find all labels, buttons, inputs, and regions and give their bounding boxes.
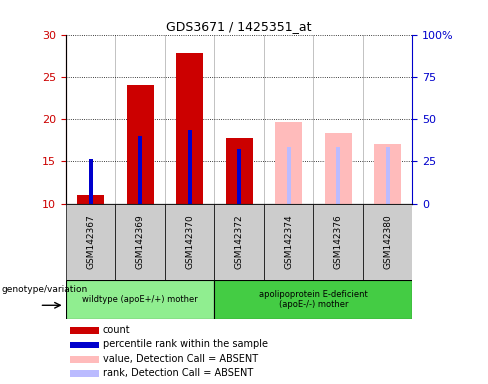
Bar <box>214 280 412 319</box>
Text: GSM142369: GSM142369 <box>136 215 144 269</box>
Bar <box>165 204 214 280</box>
Text: rank, Detection Call = ABSENT: rank, Detection Call = ABSENT <box>103 368 253 378</box>
Bar <box>126 85 154 204</box>
Bar <box>363 204 412 280</box>
Text: genotype/variation: genotype/variation <box>1 285 87 295</box>
Bar <box>66 204 115 280</box>
Bar <box>313 204 363 280</box>
Text: wildtype (apoE+/+) mother: wildtype (apoE+/+) mother <box>82 295 198 304</box>
Bar <box>115 204 165 280</box>
Bar <box>188 130 192 204</box>
Text: value, Detection Call = ABSENT: value, Detection Call = ABSENT <box>103 354 258 364</box>
Bar <box>225 139 253 204</box>
Text: GSM142372: GSM142372 <box>235 215 244 269</box>
Bar <box>214 204 264 280</box>
Text: apolipoprotein E-deficient
(apoE-/-) mother: apolipoprotein E-deficient (apoE-/-) mot… <box>259 290 368 309</box>
Bar <box>275 122 302 204</box>
Bar <box>264 204 313 280</box>
Bar <box>70 370 100 377</box>
Bar <box>237 149 241 204</box>
Bar <box>77 195 104 204</box>
Bar <box>89 159 93 204</box>
Bar <box>70 327 100 334</box>
Bar <box>386 147 389 204</box>
Text: GSM142380: GSM142380 <box>383 215 392 269</box>
Text: GSM142376: GSM142376 <box>334 215 343 269</box>
Bar <box>286 147 290 204</box>
Bar <box>325 133 352 204</box>
Bar <box>176 53 203 204</box>
Text: percentile rank within the sample: percentile rank within the sample <box>103 339 268 349</box>
Text: count: count <box>103 325 130 335</box>
Bar <box>66 280 214 319</box>
Bar <box>138 136 142 204</box>
Title: GDS3671 / 1425351_at: GDS3671 / 1425351_at <box>166 20 312 33</box>
Text: GSM142367: GSM142367 <box>86 215 95 269</box>
Bar <box>70 342 100 349</box>
Bar <box>70 356 100 363</box>
Bar <box>336 147 340 204</box>
Text: GSM142374: GSM142374 <box>284 215 293 269</box>
Text: GSM142370: GSM142370 <box>185 215 194 269</box>
Bar <box>374 144 401 204</box>
